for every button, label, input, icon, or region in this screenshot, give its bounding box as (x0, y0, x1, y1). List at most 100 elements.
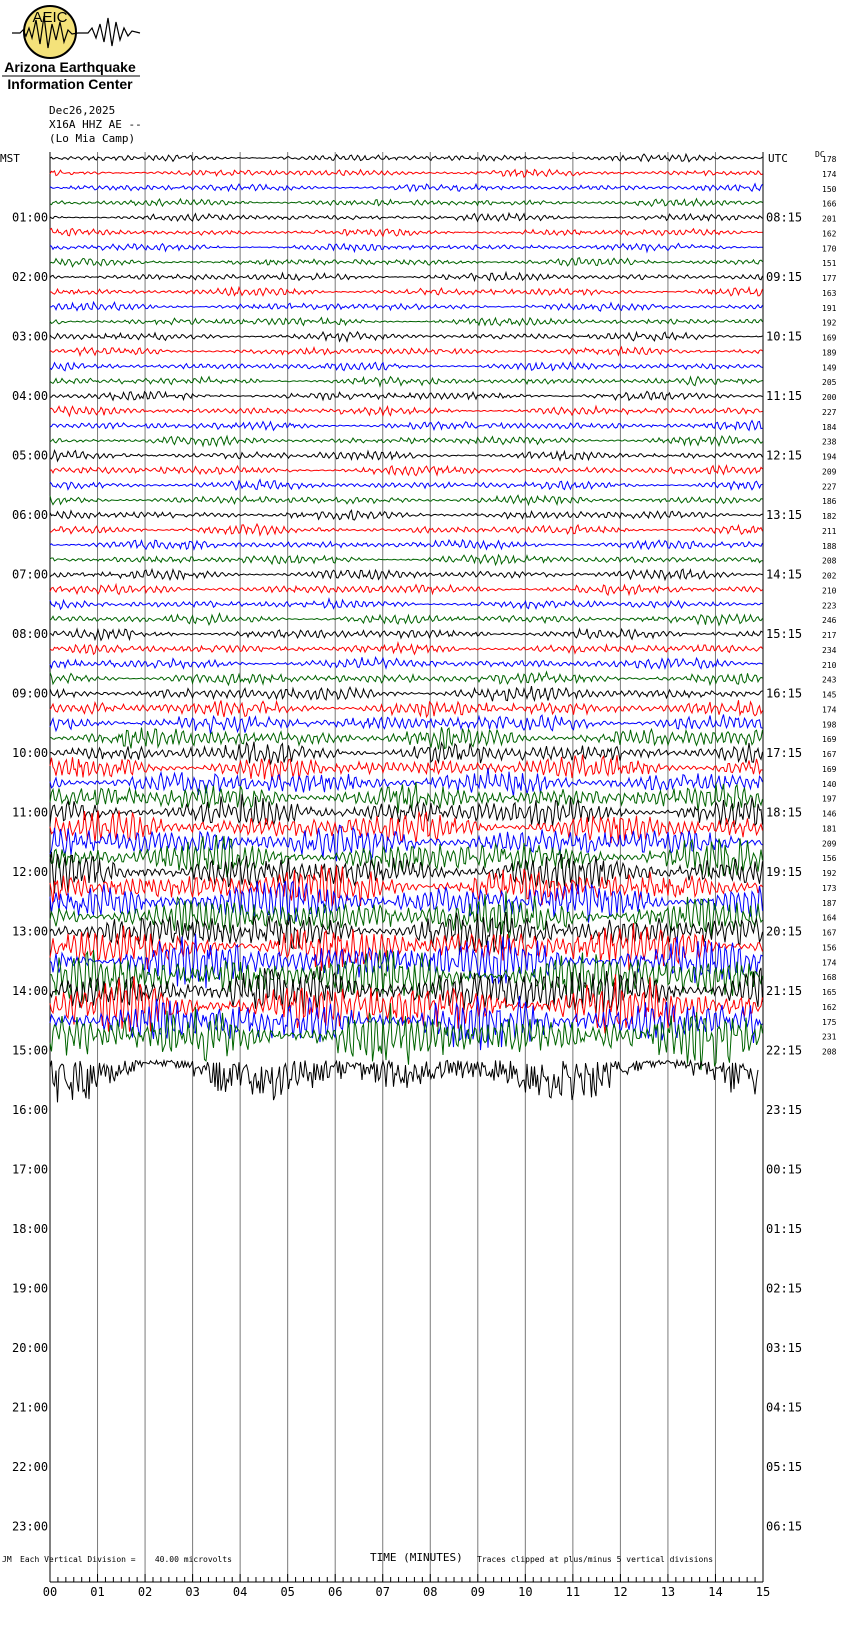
x-tick-label: 05 (280, 1585, 294, 1599)
dc-offset: 197 (822, 795, 837, 804)
dc-offset: 246 (822, 616, 837, 625)
dc-offset: 162 (822, 229, 837, 238)
dc-offset: 231 (822, 1033, 837, 1042)
logo-line1: Arizona Earthquake (4, 59, 136, 75)
dc-offset: 178 (822, 155, 837, 164)
dc-offset: 227 (822, 408, 837, 417)
seismic-trace (49, 1058, 759, 1103)
left-hour-label: 23:00 (12, 1520, 48, 1534)
x-tick-label: 07 (376, 1585, 390, 1599)
dc-offset: 209 (822, 839, 837, 848)
dc-offset: 173 (822, 884, 837, 893)
dc-offset: 217 (822, 631, 837, 640)
seismic-trace (49, 767, 763, 797)
seismic-trace (49, 375, 763, 388)
dc-label: DC (815, 150, 825, 159)
dc-offset: 189 (822, 348, 837, 357)
seismic-trace (49, 257, 763, 268)
seismic-trace (49, 197, 763, 208)
right-hour-label: 13:15 (766, 508, 802, 522)
left-hour-label: 03:00 (12, 330, 48, 344)
x-tick-label: 10 (518, 1585, 532, 1599)
plot-date: Dec26,2025 (49, 104, 116, 117)
site-name: (Lo Mia Camp) (49, 132, 136, 145)
seismic-trace (49, 911, 763, 955)
seismic-trace (49, 727, 763, 750)
right-hour-label: 20:15 (766, 925, 802, 939)
seismic-trace (49, 835, 763, 878)
dc-offset: 211 (822, 527, 837, 536)
dc-offset: 188 (822, 542, 837, 551)
seismic-trace (49, 449, 763, 463)
seismic-trace (49, 242, 763, 254)
seismic-trace (49, 794, 763, 827)
seismic-trace (49, 567, 763, 582)
seismic-trace (49, 880, 763, 923)
seismic-trace (49, 434, 763, 448)
seismic-trace (49, 404, 763, 418)
seismic-trace (49, 966, 763, 1014)
right-hour-label: 16:15 (766, 687, 802, 701)
dc-offset: 227 (822, 482, 837, 491)
dc-offset: 174 (822, 705, 837, 714)
dc-offset: 151 (822, 259, 837, 268)
dc-offset: 156 (822, 854, 837, 863)
seismic-trace (49, 316, 763, 327)
dc-offset: 202 (822, 572, 837, 581)
left-hour-label: 12:00 (12, 865, 48, 879)
seismic-trace (49, 211, 763, 223)
clip-note: Traces clipped at plus/minus 5 vertical … (477, 1555, 714, 1564)
right-hour-label: 06:15 (766, 1520, 802, 1534)
x-tick-label: 14 (708, 1585, 722, 1599)
seismic-trace (49, 300, 763, 312)
dc-offset: 238 (822, 438, 837, 447)
x-tick-label: 11 (566, 1585, 580, 1599)
dc-offset: 164 (822, 914, 837, 923)
dc-offset: 184 (822, 423, 837, 432)
corner-mark: JM (2, 1555, 12, 1564)
seismic-trace (49, 754, 763, 781)
seismic-trace (49, 1003, 763, 1071)
seismic-trace (49, 640, 763, 656)
x-tick-label: 06 (328, 1585, 342, 1599)
left-hour-label: 18:00 (12, 1222, 48, 1236)
seismic-trace (49, 285, 763, 297)
seismic-trace (49, 949, 763, 1004)
left-hour-label: 13:00 (12, 925, 48, 939)
left-hour-label: 09:00 (12, 687, 48, 701)
x-tick-label: 03 (185, 1585, 199, 1599)
logo-line2: Information Center (7, 76, 133, 92)
dc-offset: 186 (822, 497, 837, 506)
seismic-trace (49, 227, 763, 238)
right-hour-label: 17:15 (766, 746, 802, 760)
dc-offset: 209 (822, 467, 837, 476)
seismic-trace (49, 419, 763, 432)
dc-offset: 208 (822, 557, 837, 566)
seismic-trace (49, 478, 763, 492)
right-hour-label: 18:15 (766, 806, 802, 820)
dc-offset: 162 (822, 1003, 837, 1012)
dc-offset: 149 (822, 363, 837, 372)
dc-offset: 169 (822, 735, 837, 744)
dc-offset: 168 (822, 973, 837, 982)
dc-offset: 208 (822, 1048, 837, 1057)
right-hour-label: 19:15 (766, 865, 802, 879)
dc-offset: 177 (822, 274, 837, 283)
seismic-trace (49, 596, 763, 611)
left-hour-label: 11:00 (12, 806, 48, 820)
right-hour-label: 14:15 (766, 568, 802, 582)
seismic-trace (49, 810, 763, 845)
left-hour-label: 21:00 (12, 1401, 48, 1415)
seismic-trace (49, 685, 763, 702)
dc-offset: 165 (822, 988, 837, 997)
left-hour-label: 22:00 (12, 1460, 48, 1474)
scale-note: Each Vertical Division = 40.00 microvolt… (20, 1555, 232, 1564)
right-hour-label: 01:15 (766, 1222, 802, 1236)
dc-offset: 181 (822, 824, 837, 833)
seismic-trace (49, 553, 763, 567)
dc-offset: 156 (822, 943, 837, 952)
left-hour-label: 16:00 (12, 1103, 48, 1117)
station-code: X16A HHZ AE -- (49, 118, 142, 131)
right-hour-label: 03:15 (766, 1341, 802, 1355)
